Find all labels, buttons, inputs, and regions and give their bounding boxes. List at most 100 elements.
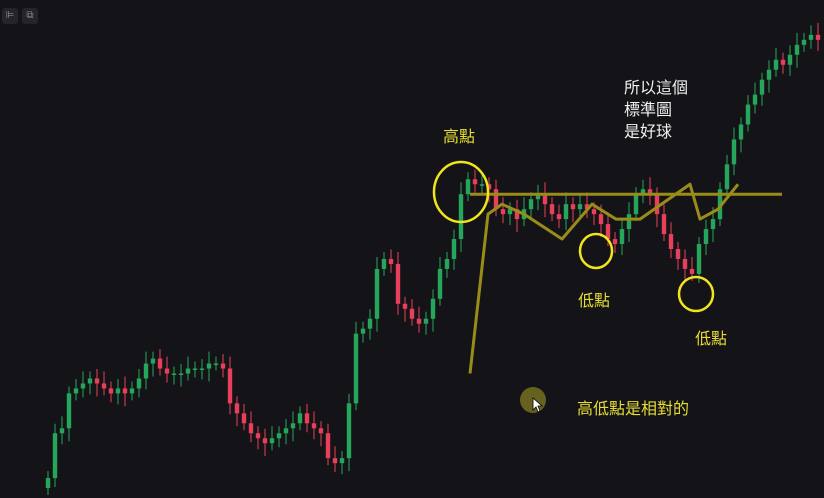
candle-body [465, 179, 471, 195]
candle-body [157, 358, 163, 369]
standard-note-line-2: 標準圖 [624, 100, 673, 119]
candle-body [339, 458, 345, 464]
candle-body [808, 34, 814, 40]
candle-body [262, 438, 268, 444]
candle-body [353, 333, 359, 404]
candle-body [451, 239, 457, 259]
candle-body [577, 204, 583, 210]
candle-body [633, 194, 639, 215]
candle-body [143, 363, 149, 379]
candle-body [773, 59, 779, 70]
candle-body [549, 204, 555, 215]
candle-body [129, 388, 135, 394]
candle-body [640, 189, 646, 195]
candle-body [220, 363, 226, 369]
candle-body [269, 438, 275, 444]
candle-body [486, 184, 492, 190]
candle-body [766, 69, 772, 80]
candle-body [815, 34, 821, 40]
candle-body [752, 94, 758, 105]
candle-body [325, 433, 331, 459]
candle-body [458, 194, 464, 240]
candle-body [101, 383, 107, 389]
candle-body [654, 194, 660, 215]
candle-body [255, 433, 261, 439]
candle-body [171, 373, 177, 375]
standard-note: 所以這個 標準圖 是好球 [624, 77, 688, 143]
candle-body [647, 189, 653, 195]
candle-body [409, 308, 415, 319]
candle-body [619, 229, 625, 245]
candle-body [346, 403, 352, 459]
candle-body [276, 433, 282, 439]
candle-body [605, 224, 611, 240]
candle-body [535, 194, 541, 200]
candle-body [283, 428, 289, 434]
high-point-circle [432, 160, 490, 224]
candle-body [570, 204, 576, 210]
candle-body [311, 423, 317, 429]
candle-body [584, 204, 590, 210]
candle-body [416, 318, 422, 324]
candle-body [710, 219, 716, 230]
candle-body [661, 214, 667, 235]
candle-body [388, 258, 394, 264]
candle-body [122, 388, 128, 394]
chart-layout-icon[interactable]: ⧉ [22, 8, 38, 24]
high-point-label: 高點 [443, 127, 476, 146]
candle-body [556, 214, 562, 220]
candle-body [87, 378, 93, 384]
candle-body [514, 209, 520, 220]
standard-note-line-1: 所以這個 [624, 78, 689, 97]
candle-body [374, 268, 380, 319]
low-point-label-2: 低點 [695, 329, 728, 348]
candle-body [528, 199, 534, 210]
candle-body [794, 44, 800, 55]
candle-body [731, 139, 737, 165]
candle-body [668, 234, 674, 249]
candle-body [402, 303, 408, 309]
candle-body [612, 239, 618, 245]
candle-body [178, 373, 184, 375]
low-point-circle-2 [677, 275, 715, 313]
candle-body [696, 244, 702, 274]
candle-body [192, 368, 198, 371]
candle-body [52, 433, 58, 479]
candle-body [780, 59, 786, 65]
low-points-trendline [468, 182, 740, 374]
candle-body [199, 368, 205, 371]
candle-body [45, 478, 51, 489]
candle-body [626, 214, 632, 230]
candle-body [290, 423, 296, 429]
candle-body [213, 363, 219, 366]
candle-body [94, 378, 100, 384]
candle-body [479, 184, 485, 186]
candle-body [248, 423, 254, 434]
candle-body [332, 458, 338, 464]
candle-body [542, 194, 548, 205]
candle-body [241, 413, 247, 424]
cursor-arrow-icon [532, 397, 544, 413]
candle-body [234, 403, 240, 414]
candle-body [591, 209, 597, 215]
candle-body [507, 209, 513, 215]
candle-body [185, 368, 191, 374]
candle-body [472, 179, 478, 185]
candle-body [227, 368, 233, 404]
candle-body [689, 268, 695, 274]
candle-body [381, 258, 387, 269]
standard-note-line-3: 是好球 [624, 122, 673, 141]
candle-body [430, 298, 436, 319]
low-point-label-1: 低點 [578, 291, 611, 310]
candle-body [395, 263, 401, 304]
candle-body [682, 258, 688, 269]
low-point-circle-1 [578, 232, 614, 270]
candle-body [437, 268, 443, 299]
relative-note: 高低點是相對的 [577, 399, 690, 418]
candle-body [423, 318, 429, 324]
chart-bars-icon[interactable]: ⊫ [2, 8, 18, 24]
candle-body [801, 39, 807, 45]
candle-body [675, 249, 681, 259]
